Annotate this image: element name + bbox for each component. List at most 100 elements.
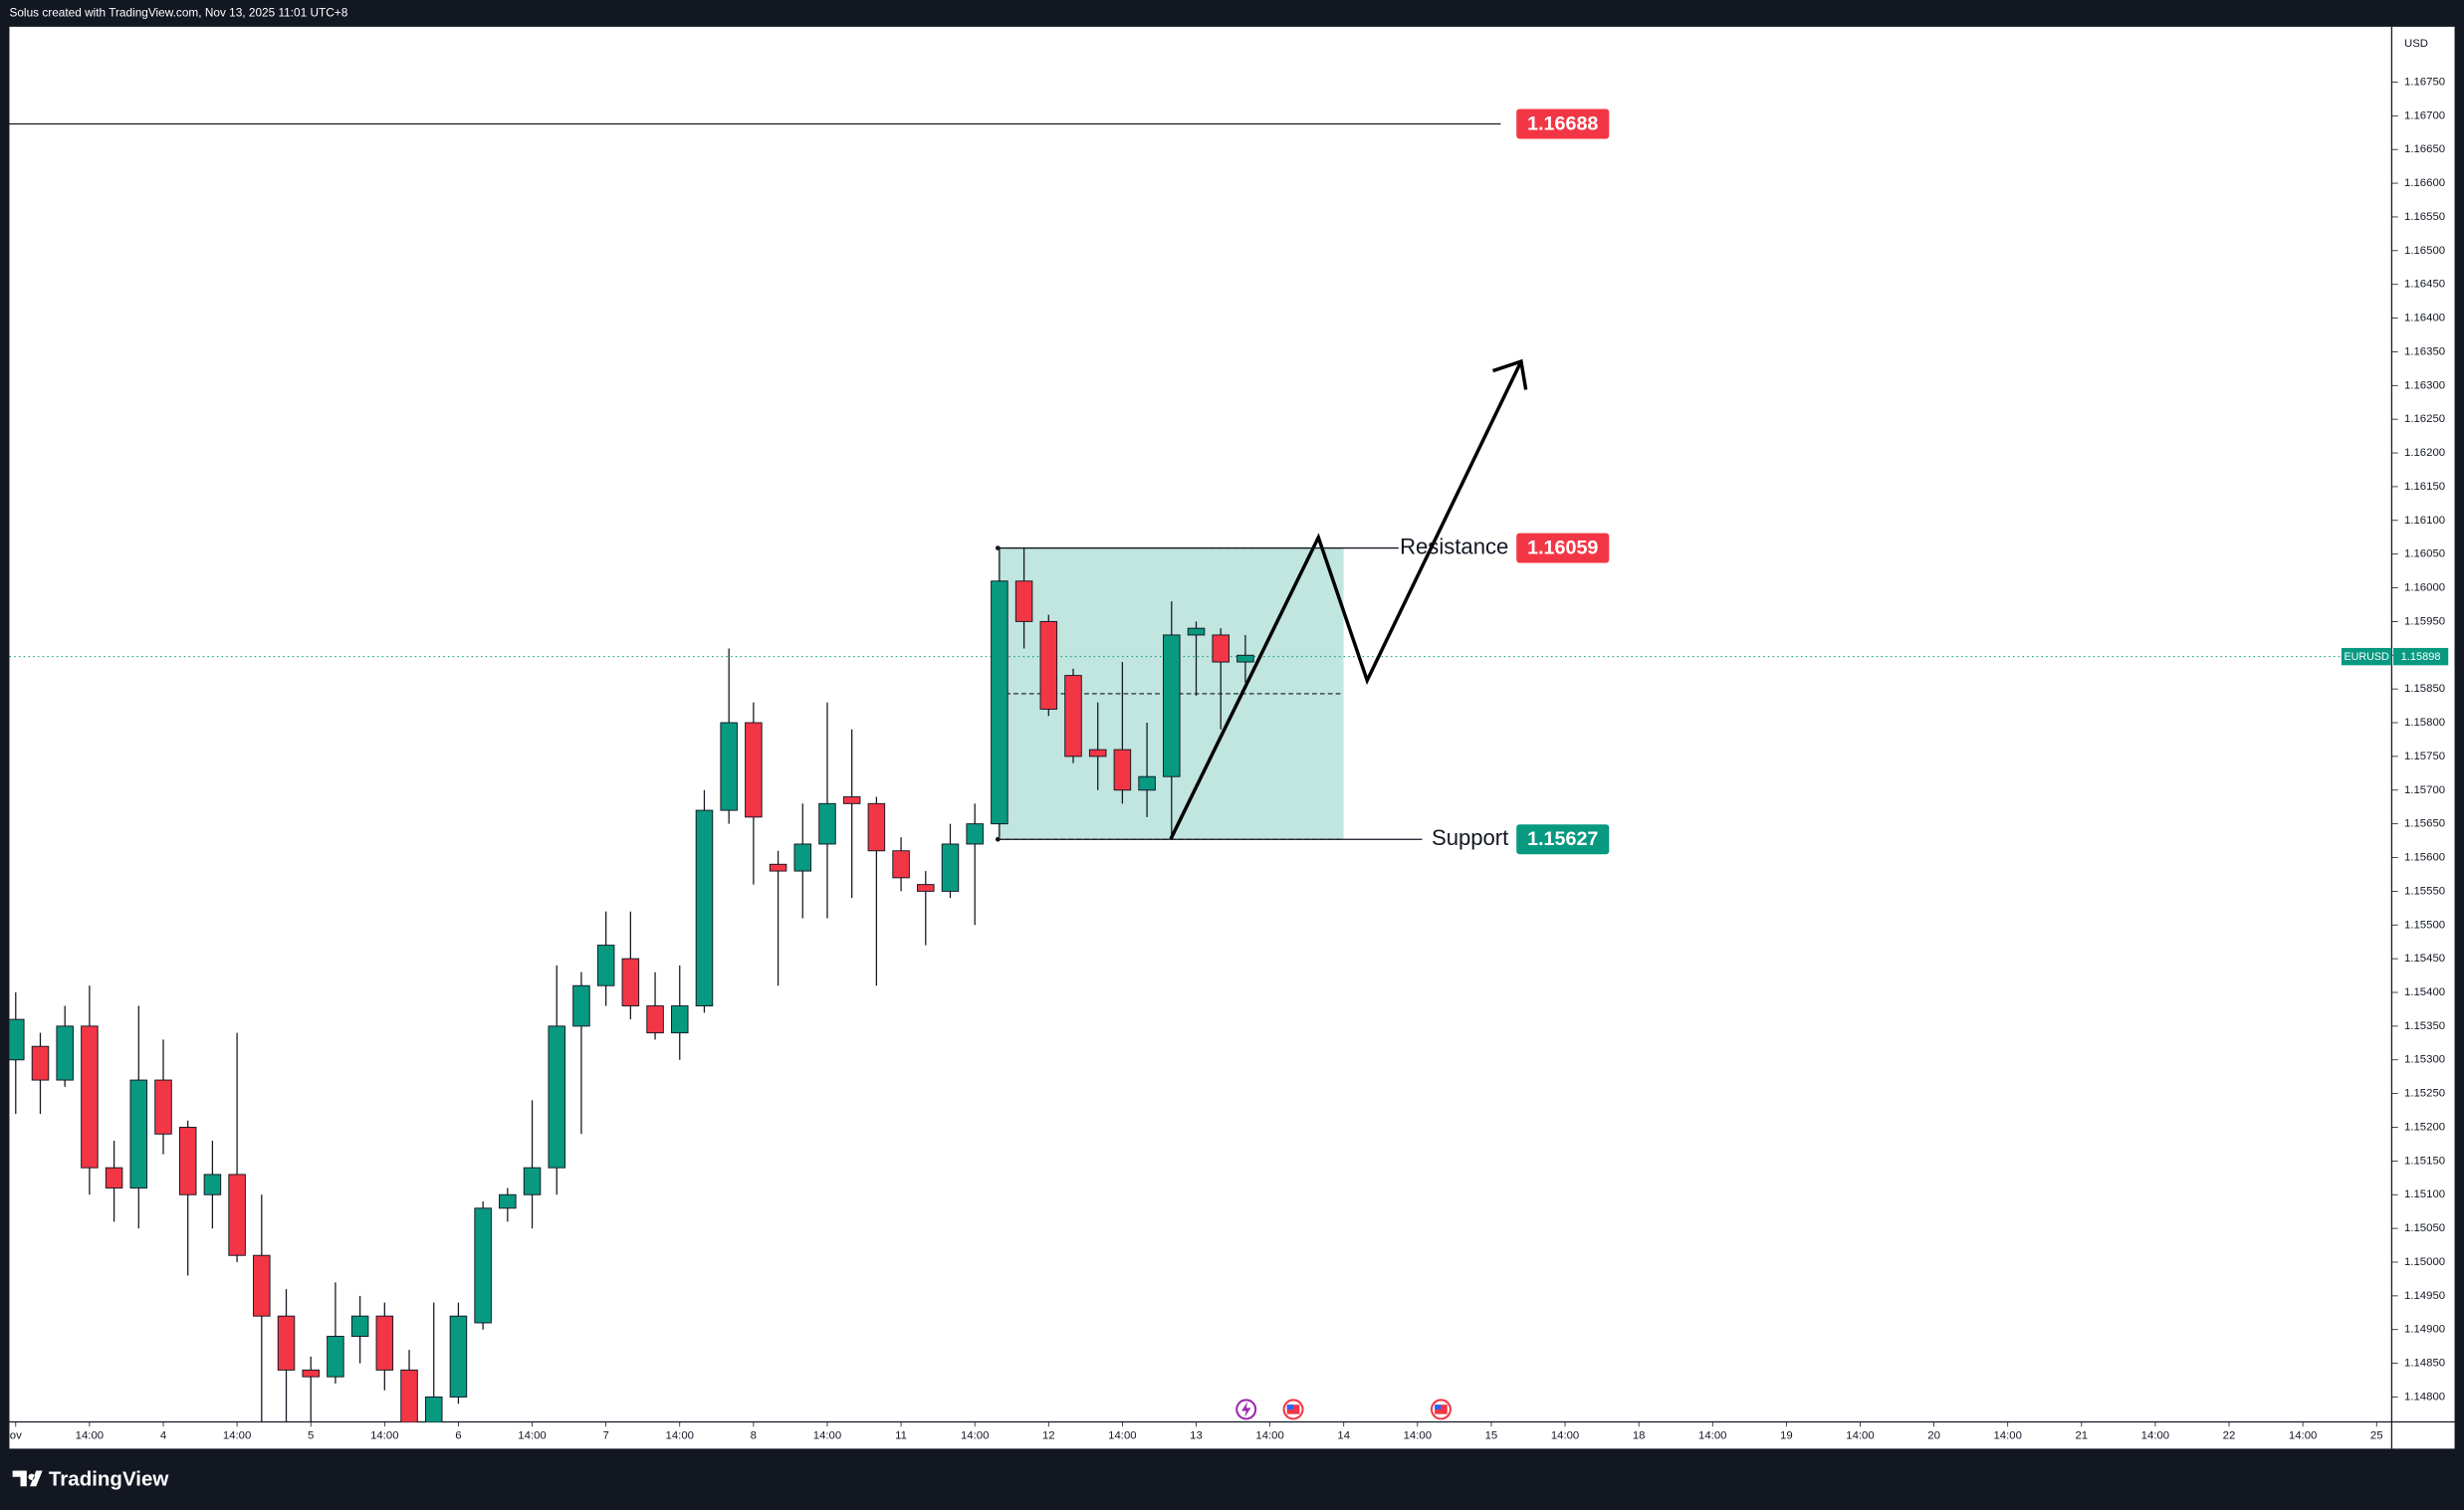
- candle-body: [793, 843, 812, 872]
- y-tick-label: 1.15200: [2404, 1122, 2445, 1134]
- y-tick-label: 1.15600: [2404, 852, 2445, 864]
- symbol-label: EURUSD: [2345, 651, 2390, 663]
- level-name: Support: [1432, 825, 1508, 850]
- candle-body: [302, 1369, 320, 1378]
- candle-body: [253, 1254, 271, 1317]
- y-tick-label: 1.16650: [2404, 143, 2445, 155]
- flag-icon: [1435, 1404, 1442, 1409]
- x-tick-label: 14:00: [961, 1430, 989, 1442]
- x-tick-label: 21: [2075, 1430, 2088, 1442]
- candle-body: [1014, 580, 1033, 622]
- symbol-badge: [2341, 647, 2392, 666]
- candle-body: [1187, 627, 1206, 636]
- brand-logo: [12, 1470, 43, 1487]
- brand: TradingView: [12, 1467, 168, 1490]
- y-tick-label: 1.15350: [2404, 1020, 2445, 1032]
- candle-body: [9, 1018, 25, 1061]
- y-tick-label: 1.16450: [2404, 279, 2445, 291]
- candle-body: [917, 884, 935, 892]
- x-tick-label: 14:00: [76, 1430, 104, 1442]
- y-tick-label: 1.15500: [2404, 919, 2445, 931]
- candle-body: [818, 802, 836, 845]
- candle-body: [941, 843, 960, 892]
- candle-body: [966, 823, 984, 845]
- level-badge: [1516, 824, 1610, 855]
- y-tick-label: 1.16150: [2404, 481, 2445, 493]
- candle-body: [277, 1315, 296, 1371]
- last-price-badge: [2392, 647, 2449, 666]
- x-tick-label: 13: [1190, 1430, 1203, 1442]
- y-tick-label: 1.15550: [2404, 885, 2445, 897]
- x-tick-label: 14:00: [813, 1430, 841, 1442]
- flag-icon: [1435, 1404, 1448, 1414]
- x-tick-label: 14:00: [2289, 1430, 2317, 1442]
- x-tick-label: 14:00: [1993, 1430, 2021, 1442]
- candle-body: [327, 1336, 344, 1378]
- x-tick-label: 14:00: [1255, 1430, 1283, 1442]
- candle-body: [178, 1127, 197, 1195]
- candle-body: [56, 1025, 74, 1081]
- y-tick-label: 1.14800: [2404, 1391, 2445, 1402]
- level-badge: [1516, 108, 1610, 139]
- candle-body: [670, 1005, 689, 1034]
- level-badge: [1516, 533, 1610, 563]
- candle-body: [867, 802, 886, 852]
- x-tick-label: 5: [308, 1430, 314, 1442]
- y-tick-label: 1.15450: [2404, 953, 2445, 965]
- last-price-label: 1.15898: [2401, 651, 2441, 663]
- y-tick-label: 1.16300: [2404, 379, 2445, 391]
- y-tick-label: 1.16200: [2404, 447, 2445, 459]
- y-tick-label: 1.16050: [2404, 548, 2445, 560]
- chart-background: [9, 26, 2455, 1449]
- header-caption: Solus created with TradingView.com, Nov …: [9, 6, 347, 20]
- x-tick-label: 6: [455, 1430, 461, 1442]
- x-tick-label: 8: [751, 1430, 757, 1442]
- candle-body: [203, 1174, 222, 1195]
- candle-body: [646, 1005, 664, 1034]
- candle-body: [400, 1369, 418, 1422]
- y-tick-label: 1.15300: [2404, 1054, 2445, 1066]
- x-tick-label: 4: [160, 1430, 166, 1442]
- candle-body: [129, 1079, 148, 1188]
- y-tick-label: 1.16750: [2404, 76, 2445, 88]
- y-tick-label: 1.15000: [2404, 1256, 2445, 1268]
- candle-body: [449, 1315, 468, 1398]
- x-tick-label: 14:00: [1698, 1430, 1726, 1442]
- candle-body: [769, 863, 787, 872]
- candle-body: [499, 1193, 517, 1209]
- brand-name: TradingView: [49, 1467, 168, 1490]
- candle-body: [621, 958, 640, 1007]
- projection-arrowhead: [1491, 358, 1528, 390]
- x-tick-label: 14:00: [1846, 1430, 1874, 1442]
- y-tick-label: 1.16400: [2404, 313, 2445, 324]
- x-tick-label: 14:00: [1404, 1430, 1432, 1442]
- x-tick-label: 14:00: [666, 1430, 694, 1442]
- y-tick-label: 1.15650: [2404, 818, 2445, 830]
- level-name: Resistance: [1400, 534, 1508, 558]
- x-tick-label: 14:00: [1108, 1430, 1136, 1442]
- x-tick-label: 14:00: [1551, 1430, 1579, 1442]
- x-tick-label: 12: [1042, 1430, 1055, 1442]
- plot-area: [9, 545, 2392, 1422]
- candle-body: [350, 1315, 369, 1337]
- y-tick-label: 1.15800: [2404, 717, 2445, 729]
- candle-body: [1088, 749, 1107, 757]
- candle-body: [1039, 620, 1058, 710]
- candle-body: [105, 1167, 123, 1188]
- level-value: 1.16688: [1527, 112, 1598, 134]
- currency-label: USD: [2404, 38, 2428, 50]
- y-tick-label: 1.16000: [2404, 582, 2445, 594]
- candle-body: [375, 1315, 394, 1371]
- candle-body: [596, 945, 615, 986]
- y-tick-label: 1.16100: [2404, 515, 2445, 527]
- candle-body: [745, 722, 763, 818]
- y-tick-label: 1.16250: [2404, 413, 2445, 425]
- x-tick-label: 14:00: [2141, 1430, 2169, 1442]
- candle-body: [1236, 654, 1254, 663]
- x-tick-label: 14: [1337, 1430, 1350, 1442]
- event-icon-bolt: [1240, 1402, 1251, 1417]
- candle-body: [31, 1045, 50, 1081]
- y-tick-label: 1.15250: [2404, 1088, 2445, 1100]
- candle-body: [842, 796, 861, 804]
